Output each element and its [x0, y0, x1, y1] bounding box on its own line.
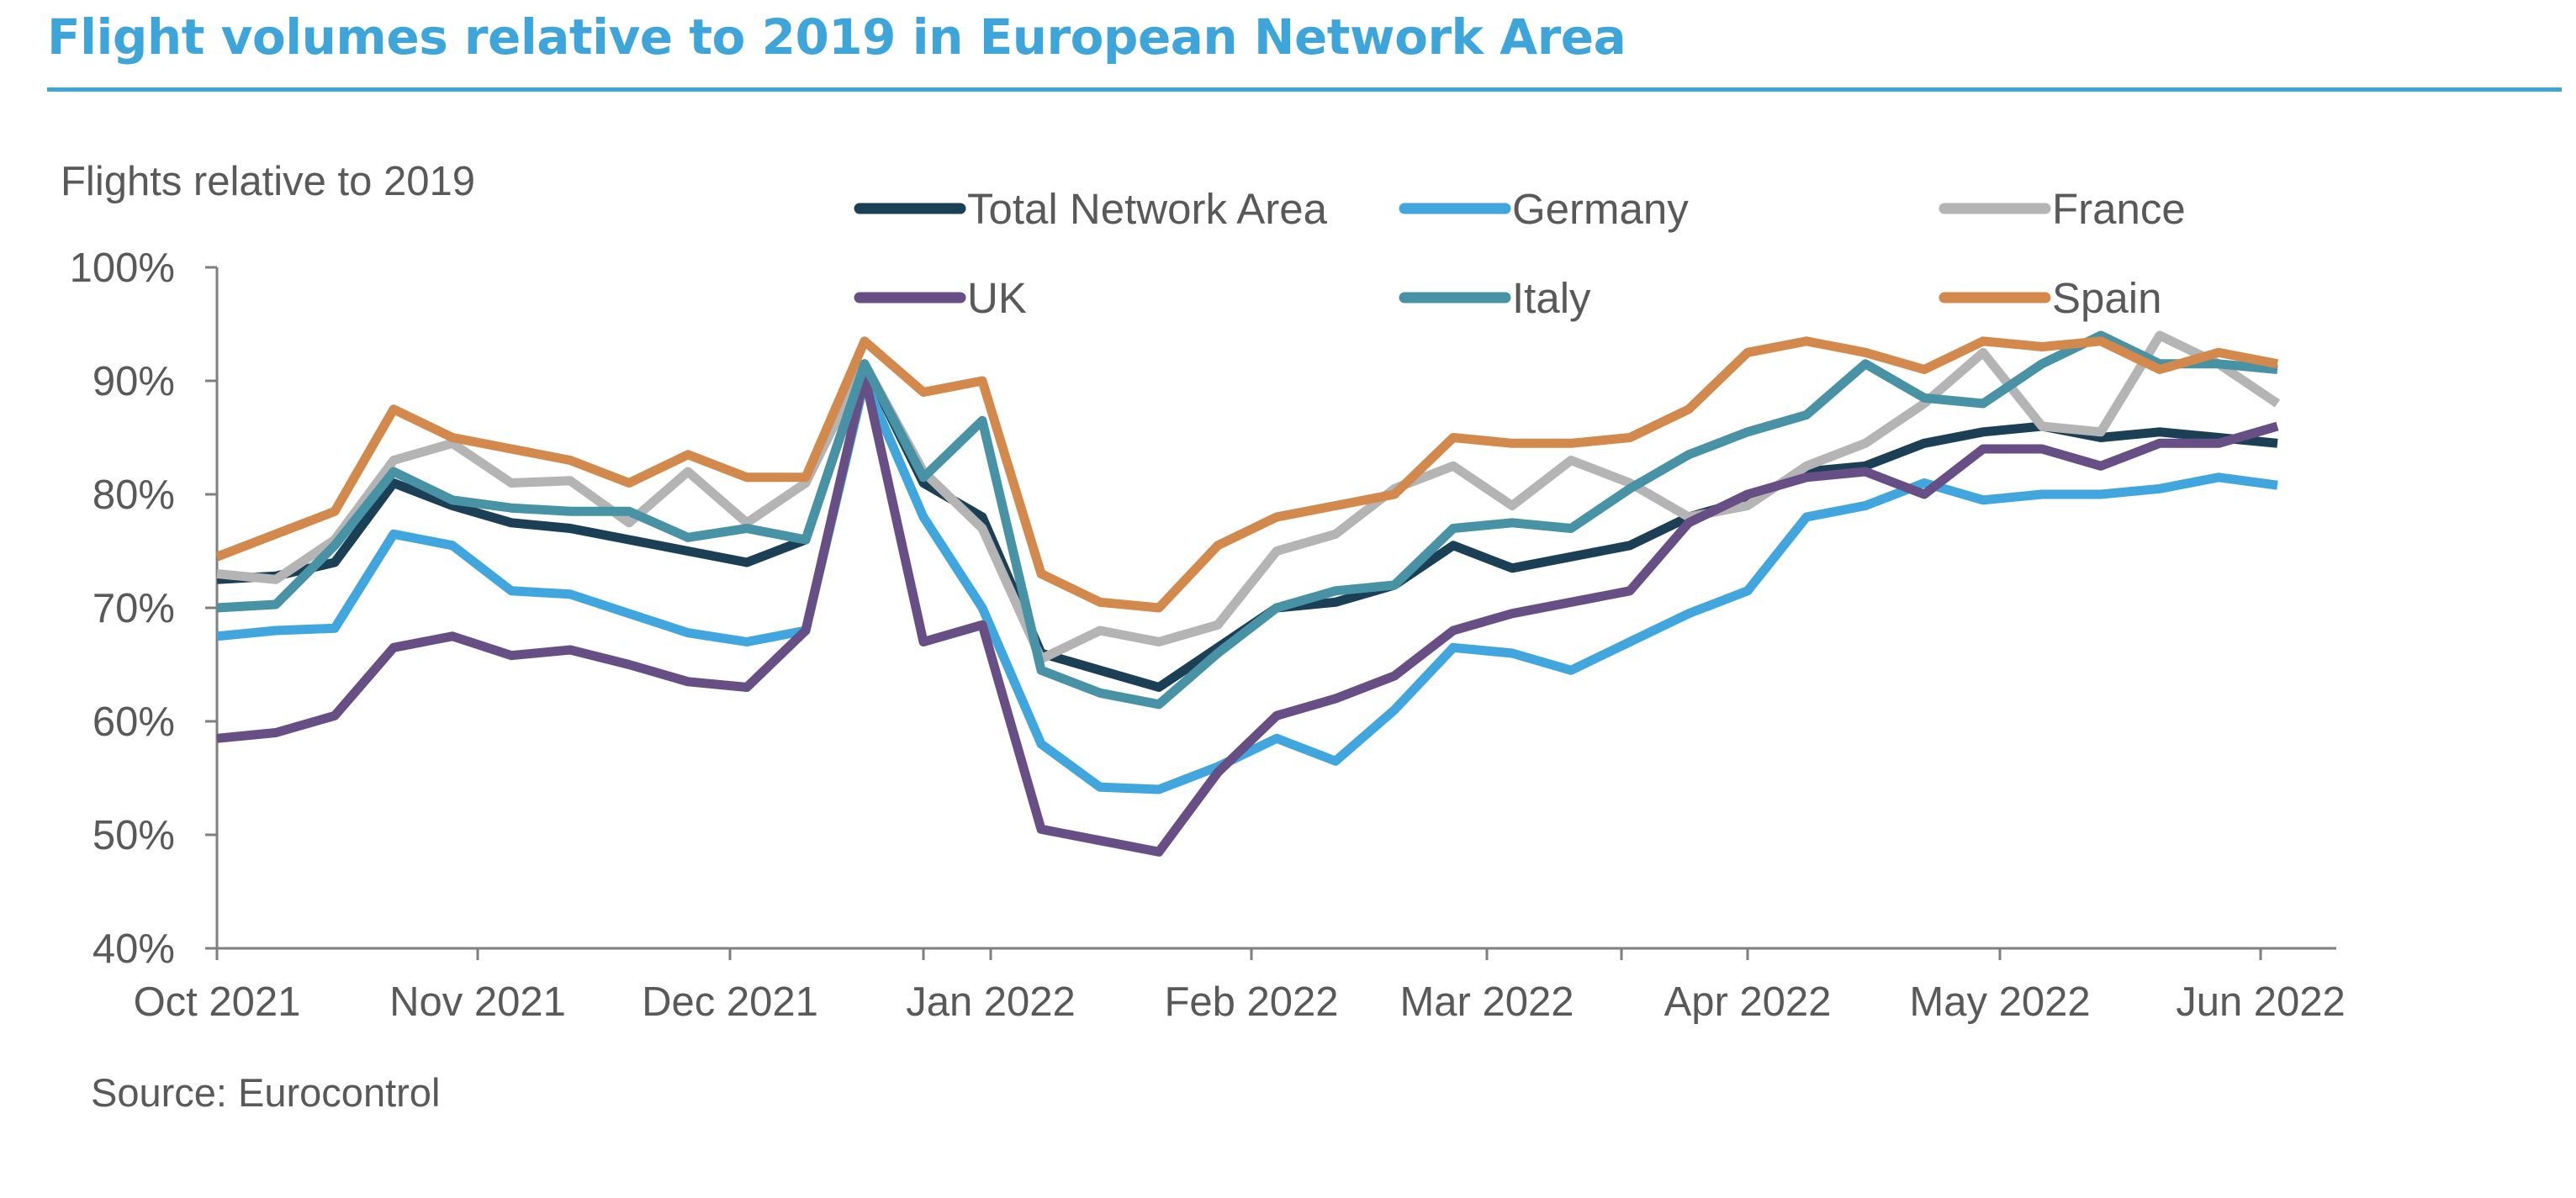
title-divider [47, 87, 2562, 92]
series-line-uk [216, 370, 2279, 857]
x-tick-label: Mar 2022 [1399, 979, 1574, 1025]
legend-label-uk: UK [967, 274, 1027, 322]
legend-label-total-network-area: Total Network Area [967, 185, 1328, 233]
series-line-spain [215, 336, 2279, 613]
x-tick-label: Jun 2022 [2176, 979, 2346, 1025]
plot-area [215, 330, 2281, 857]
x-tick-label: Apr 2022 [1664, 979, 1832, 1025]
x-tick-label: May 2022 [1909, 979, 2090, 1025]
legend-label-spain: Spain [2052, 274, 2161, 322]
y-tick-label: 60% [93, 699, 175, 745]
y-tick-label: 70% [93, 586, 175, 631]
x-tick-label: Jan 2022 [906, 979, 1076, 1025]
source-note: Source: Eurocontrol [91, 1070, 441, 1115]
legend-label-germany: Germany [1512, 185, 1689, 233]
y-tick-label: 100% [70, 245, 175, 291]
page-title: Flight volumes relative to 2019 in Europ… [47, 8, 1627, 66]
x-tick-label: Oct 2021 [134, 979, 301, 1025]
chart-legend: Total Network Area Germany France UK Italy Sp… [854, 185, 2186, 322]
y-axis-title: Flights relative to 2019 [61, 159, 475, 204]
series-line-total-network-area [216, 359, 2278, 692]
x-tick-label: Nov 2021 [389, 979, 566, 1025]
y-tick-label: 40% [93, 926, 175, 972]
x-tick-label: Dec 2021 [642, 979, 818, 1025]
y-tick-label: 80% [93, 472, 175, 518]
chart-axes: 40% 50% 60% 70% 80% 90% 100% Oct 2021 Nov 2021 De… [70, 245, 2346, 1025]
legend-label-italy: Italy [1512, 274, 1591, 322]
legend-label-france: France [2052, 185, 2186, 233]
y-tick-label: 90% [93, 359, 175, 404]
series-line-italy [216, 330, 2278, 710]
y-tick-label: 50% [93, 813, 175, 858]
x-tick-label: Feb 2022 [1164, 979, 1338, 1025]
